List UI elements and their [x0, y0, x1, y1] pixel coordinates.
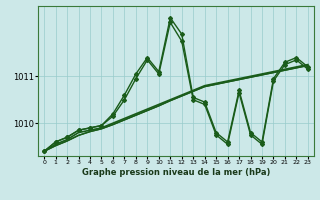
X-axis label: Graphe pression niveau de la mer (hPa): Graphe pression niveau de la mer (hPa) [82, 168, 270, 177]
